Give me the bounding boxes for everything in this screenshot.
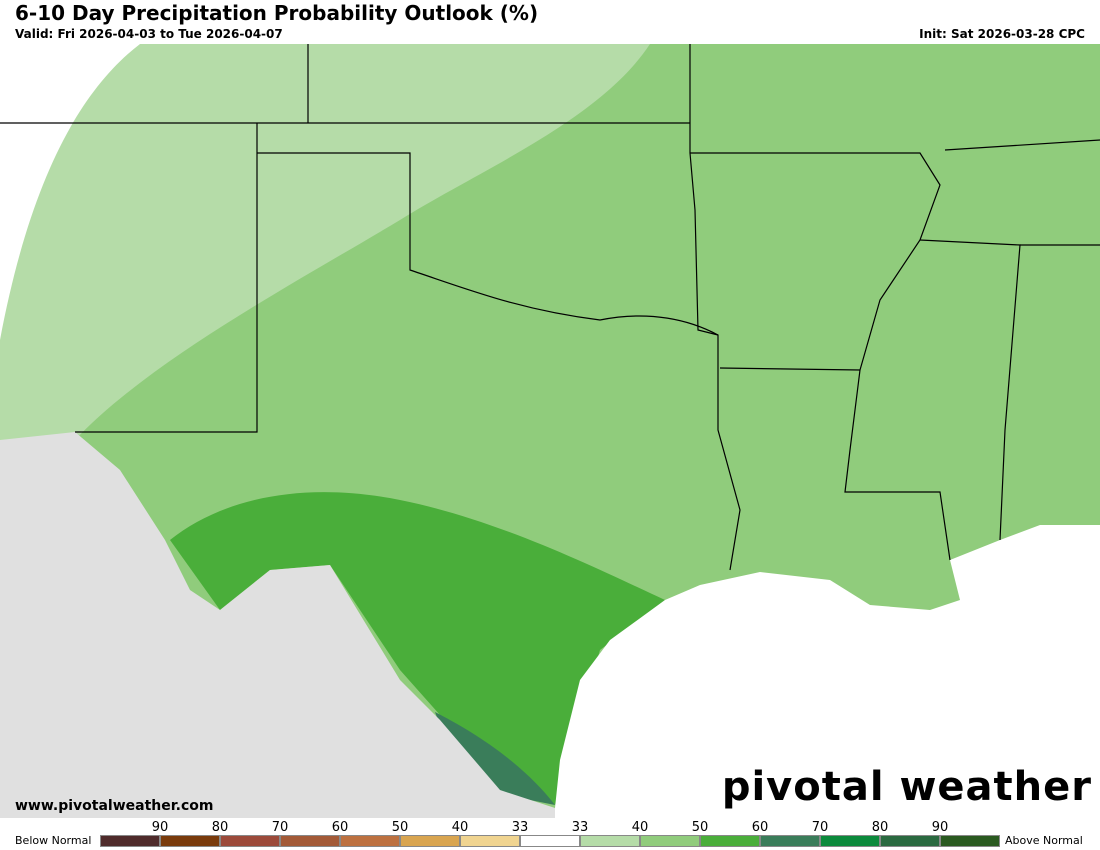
legend-swatch	[160, 835, 220, 847]
legend-tick: 40	[451, 820, 469, 835]
legend-swatch	[640, 835, 700, 847]
legend-swatch	[100, 835, 160, 847]
init-time: Init: Sat 2026-03-28 CPC	[919, 27, 1085, 41]
legend-tick: 60	[331, 820, 349, 835]
legend-swatch	[460, 835, 520, 847]
legend-tick: 80	[211, 820, 229, 835]
legend-tick: 50	[691, 820, 709, 835]
legend-tick: 80	[871, 820, 889, 835]
region-none	[0, 44, 140, 340]
region-70	[435, 712, 555, 805]
legend-swatch	[700, 835, 760, 847]
legend-swatch	[940, 835, 1000, 847]
legend-swatch	[220, 835, 280, 847]
legend-swatch	[580, 835, 640, 847]
brand: pivotal weather	[721, 764, 1092, 810]
legend-tick: 70	[811, 820, 829, 835]
legend-tick: 90	[151, 820, 169, 835]
state-borders	[0, 44, 1100, 571]
legend-swatch	[280, 835, 340, 847]
region-60	[170, 492, 665, 805]
title: 6-10 Day Precipitation Probability Outlo…	[15, 1, 539, 25]
mexico	[0, 432, 555, 818]
legend-tick: 33	[511, 820, 529, 835]
legend-tick: 33	[571, 820, 589, 835]
legend-below: Below Normal	[15, 834, 92, 847]
gulf	[555, 525, 1100, 818]
legend-tick: 60	[751, 820, 769, 835]
legend-above: Above Normal	[1005, 834, 1083, 847]
region-40	[0, 44, 650, 440]
legend-tick: 70	[271, 820, 289, 835]
legend-swatch	[520, 835, 580, 847]
legend-tick: 50	[391, 820, 409, 835]
legend-swatch	[880, 835, 940, 847]
legend-tick: 40	[631, 820, 649, 835]
legend-swatch	[820, 835, 880, 847]
valid-range: Valid: Fri 2026-04-03 to Tue 2026-04-07	[15, 27, 283, 41]
legend-tick: 90	[931, 820, 949, 835]
website: www.pivotalweather.com	[15, 798, 214, 814]
legend-swatch	[340, 835, 400, 847]
legend-swatch	[400, 835, 460, 847]
legend-swatch	[760, 835, 820, 847]
